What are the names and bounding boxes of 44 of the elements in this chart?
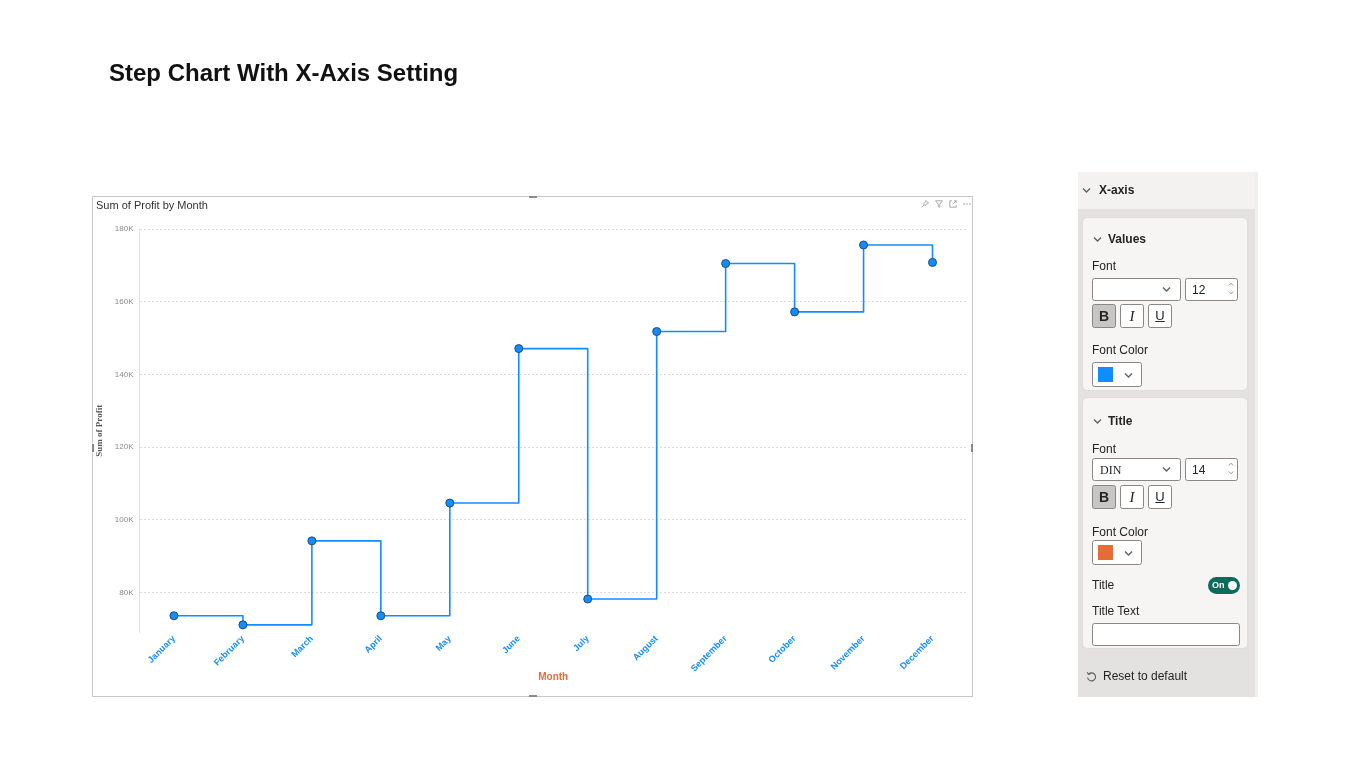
text: Font: [1092, 258, 1117, 274]
text: 12: [1192, 282, 1206, 298]
y-axis-title: Sum of Profit: [93, 404, 104, 457]
text: U: [1154, 308, 1166, 324]
text: Title: [1092, 577, 1115, 593]
text: B: [1097, 308, 1111, 324]
point: [790, 307, 800, 317]
text: Values: [1108, 231, 1147, 247]
point: [169, 611, 179, 621]
point: [652, 327, 662, 336]
y-tick-label: 100K: [114, 514, 135, 524]
text: X-axis: [1099, 182, 1135, 198]
y-tick-label: 80K: [119, 587, 135, 597]
text: Font Color: [1092, 524, 1149, 540]
text: B: [1097, 489, 1111, 505]
y-tick-label: 140K: [114, 369, 135, 379]
point: [721, 259, 731, 269]
point: [583, 594, 593, 604]
text: DIN: [1100, 462, 1122, 478]
x-axis-title: Month: [538, 670, 569, 682]
text: Reset to default: [1103, 668, 1188, 684]
text: I: [1128, 308, 1136, 324]
point: [445, 498, 455, 508]
y-tick-label: 180K: [114, 224, 135, 234]
chart-title: Step Chart With X-Axis Setting: [109, 58, 459, 88]
chart-subtitle: Sum of Profit by Month: [96, 198, 208, 212]
text: U: [1154, 489, 1166, 505]
point: [928, 257, 938, 267]
x-tick-label: July: [571, 633, 591, 654]
text: I: [1128, 489, 1136, 505]
text: Font: [1092, 441, 1117, 457]
text: On: [1212, 579, 1225, 592]
text: Title Text: [1092, 603, 1140, 619]
y-tick-label: 120K: [114, 442, 135, 452]
text: 14: [1192, 462, 1206, 478]
point: [859, 240, 869, 250]
x-tick-label: May: [433, 633, 453, 653]
point: [376, 611, 386, 621]
point: [514, 344, 524, 354]
point: [307, 536, 317, 546]
text: Title: [1108, 413, 1133, 429]
text: Font Color: [1092, 342, 1149, 358]
point: [238, 620, 248, 630]
y-tick-label: 160K: [114, 296, 135, 306]
